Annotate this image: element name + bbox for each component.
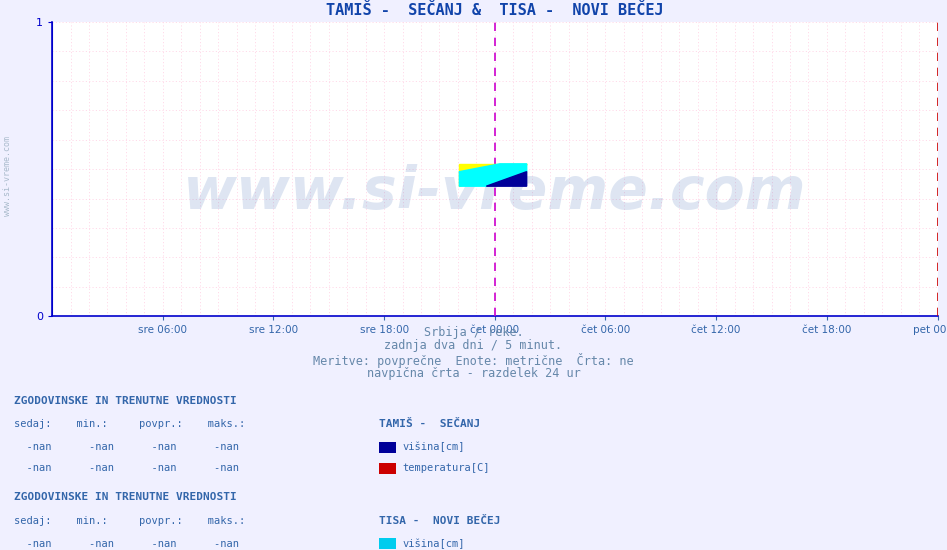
Title: TAMIŠ -  SEČANJ &  TISA -  NOVI BEČEJ: TAMIŠ - SEČANJ & TISA - NOVI BEČEJ <box>326 3 664 18</box>
Text: www.si-vreme.com: www.si-vreme.com <box>3 136 12 216</box>
Text: temperatura[C]: temperatura[C] <box>402 463 490 474</box>
Text: zadnja dva dni / 5 minut.: zadnja dva dni / 5 minut. <box>384 339 563 353</box>
Text: www.si-vreme.com: www.si-vreme.com <box>183 164 807 221</box>
Text: -nan      -nan      -nan      -nan: -nan -nan -nan -nan <box>14 463 240 474</box>
Text: višina[cm]: višina[cm] <box>402 538 465 549</box>
Text: TAMIŠ -  SEČANJ: TAMIŠ - SEČANJ <box>379 419 480 430</box>
Text: -nan      -nan      -nan      -nan: -nan -nan -nan -nan <box>14 538 240 549</box>
Text: -nan      -nan      -nan      -nan: -nan -nan -nan -nan <box>14 442 240 453</box>
Text: sedaj:    min.:     povpr.:    maks.:: sedaj: min.: povpr.: maks.: <box>14 515 245 526</box>
Text: TISA -  NOVI BEČEJ: TISA - NOVI BEČEJ <box>379 515 500 526</box>
Text: Srbija / reke.: Srbija / reke. <box>423 326 524 339</box>
Text: višina[cm]: višina[cm] <box>402 442 465 453</box>
Text: navpična črta - razdelek 24 ur: navpična črta - razdelek 24 ur <box>366 367 581 380</box>
Text: ZGODOVINSKE IN TRENUTNE VREDNOSTI: ZGODOVINSKE IN TRENUTNE VREDNOSTI <box>14 396 237 406</box>
Text: Meritve: povprečne  Enote: metrične  Črta: ne: Meritve: povprečne Enote: metrične Črta:… <box>313 353 634 368</box>
Polygon shape <box>487 172 527 186</box>
Text: sedaj:    min.:     povpr.:    maks.:: sedaj: min.: povpr.: maks.: <box>14 419 245 430</box>
Polygon shape <box>459 164 527 186</box>
Polygon shape <box>459 164 527 186</box>
Text: ZGODOVINSKE IN TRENUTNE VREDNOSTI: ZGODOVINSKE IN TRENUTNE VREDNOSTI <box>14 492 237 503</box>
